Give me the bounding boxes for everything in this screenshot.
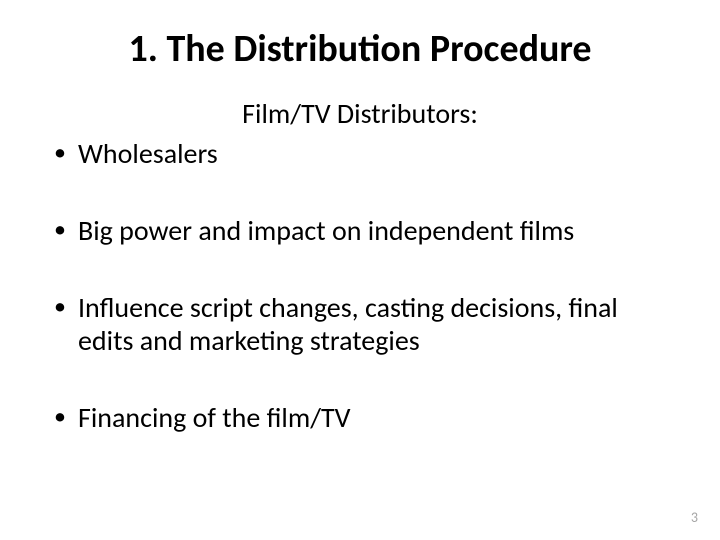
bullet-list: Wholesalers Big power and impact on inde… [50, 137, 670, 434]
list-item: Financing of the film/TV [50, 401, 670, 434]
slide-title: 1. The Distribution Procedure [50, 28, 670, 72]
page-number: 3 [691, 509, 698, 526]
list-item: Big power and impact on independent film… [50, 214, 670, 247]
slide: 1. The Distribution Procedure Film/TV Di… [0, 0, 720, 540]
list-item: Wholesalers [50, 137, 670, 170]
slide-subtitle: Film/TV Distributors: [50, 96, 670, 131]
list-item: Influence script changes, casting decisi… [50, 291, 670, 357]
